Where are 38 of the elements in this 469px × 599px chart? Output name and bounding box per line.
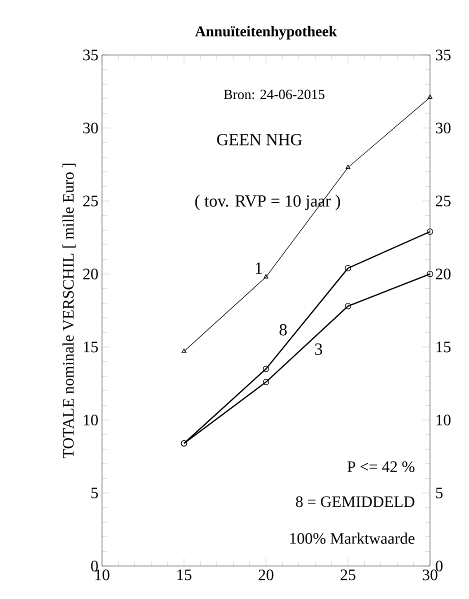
annotation: P <= 42 %: [347, 461, 414, 472]
y2-tick-label: 30: [436, 122, 451, 134]
y-tick-label: 30: [83, 122, 98, 134]
point: [346, 164, 350, 169]
point: [264, 274, 268, 278]
series-label: 8: [280, 324, 287, 336]
annotation: GEEN NHG: [217, 134, 302, 146]
annotation: 8 = GEMIDDELD: [296, 496, 414, 508]
x-tick-label: 25: [340, 570, 356, 580]
y2-tick-label: 25: [436, 196, 451, 206]
y2-tick-label: 10: [436, 414, 451, 426]
point: [426, 228, 434, 235]
y-tick-label: 20: [83, 268, 98, 280]
y2-tick-label: 15: [436, 342, 451, 352]
series-label: 3: [315, 343, 322, 355]
y-tick-label: 25: [83, 196, 98, 206]
y-axis-title: TOTALE nominale VERSCHIL [ mille Euro ]: [62, 164, 76, 458]
y-tick-label: 10: [84, 414, 98, 426]
y-tick-label: 5: [91, 488, 98, 498]
y2-tick-label: 20: [436, 268, 451, 280]
chart-title: Annuïteitenhypotheek: [195, 26, 337, 40]
point: [344, 265, 352, 272]
point: [262, 366, 270, 372]
y2-tick-label: 35: [436, 50, 451, 60]
y-tick-label: 15: [84, 342, 98, 352]
point: [262, 378, 270, 386]
y2-tick-label: 5: [436, 488, 443, 498]
x-tick-label: 20: [258, 570, 274, 580]
point: [344, 302, 352, 310]
x-tick-label: 15: [177, 570, 192, 580]
y-tick-label: 0: [91, 560, 98, 572]
y-tick-label: 35: [83, 50, 98, 60]
series-label: 1: [256, 262, 262, 274]
x-tick-label: 30: [422, 570, 438, 580]
annotation: 100% Marktwaarde: [290, 532, 414, 544]
point: [426, 270, 434, 278]
y2-tick-label: 0: [436, 560, 443, 572]
annotation: Bron: 24-06-2015: [224, 90, 324, 100]
